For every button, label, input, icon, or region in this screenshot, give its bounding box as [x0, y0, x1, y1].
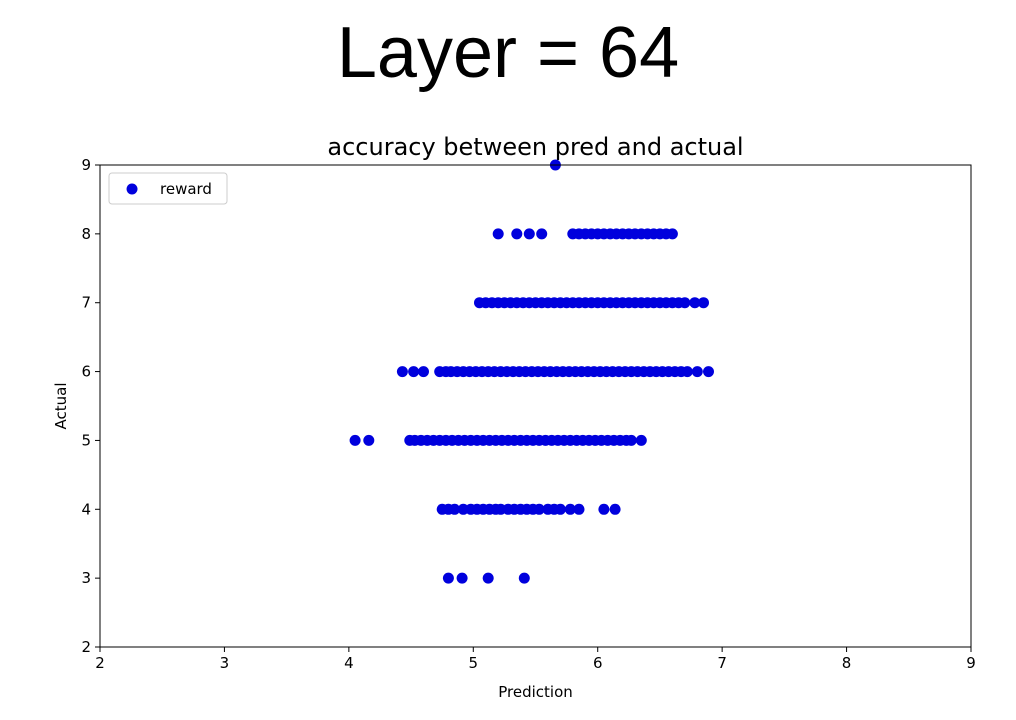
- data-point: [598, 503, 610, 515]
- data-point: [449, 503, 461, 515]
- data-point: [523, 228, 535, 240]
- x-tick-label: 8: [842, 654, 852, 672]
- data-point: [363, 434, 375, 446]
- y-tick-label: 7: [81, 294, 91, 312]
- y-tick-label: 6: [81, 363, 91, 381]
- data-point: [511, 228, 523, 240]
- data-point: [554, 503, 566, 515]
- data-point: [635, 434, 647, 446]
- data-point: [625, 434, 637, 446]
- x-tick-label: 7: [717, 654, 727, 672]
- data-point: [573, 503, 585, 515]
- data-point: [442, 572, 454, 584]
- data-point: [679, 297, 691, 309]
- data-point: [609, 503, 621, 515]
- data-point: [536, 228, 548, 240]
- y-tick-label: 4: [81, 500, 91, 518]
- data-point: [703, 366, 714, 378]
- x-tick-label: 4: [344, 654, 354, 672]
- data-point: [681, 366, 693, 378]
- data-point: [492, 228, 504, 240]
- data-point: [518, 572, 530, 584]
- ticks-layer: 2 3 4 5 6 7 8 9 2 3 4 5 6 7 8 9: [81, 156, 975, 672]
- legend-marker: [126, 183, 138, 195]
- plot-frame: [99, 164, 972, 648]
- x-tick-label: 5: [469, 654, 479, 672]
- x-tick-label: 6: [593, 654, 603, 672]
- x-tick-label: 3: [220, 654, 230, 672]
- page-title: Layer = 64: [336, 13, 680, 93]
- data-point: [456, 572, 468, 584]
- data-point: [691, 366, 703, 378]
- legend-label: reward: [160, 180, 212, 198]
- data-point: [349, 434, 361, 446]
- y-tick-label: 2: [81, 638, 91, 656]
- x-tick-label: 9: [966, 654, 976, 672]
- data-point: [666, 228, 678, 240]
- x-tick-label: 2: [95, 654, 105, 672]
- data-point: [418, 366, 429, 378]
- chart-title: accuracy between pred and actual: [327, 133, 743, 161]
- data-point: [564, 503, 576, 515]
- y-axis-label: Actual: [52, 383, 70, 430]
- legend: reward: [108, 172, 228, 205]
- y-tick-label: 5: [81, 431, 91, 449]
- data-point: [482, 572, 494, 584]
- points-layer: [349, 159, 714, 584]
- data-point: [698, 297, 709, 309]
- y-tick-label: 8: [81, 225, 91, 243]
- data-point: [396, 366, 408, 378]
- legend-box: [108, 172, 228, 205]
- y-tick-label: 3: [81, 569, 91, 587]
- data-point: [408, 366, 420, 378]
- x-axis-label: Prediction: [498, 683, 573, 701]
- y-tick-label: 9: [81, 156, 91, 174]
- data-point: [689, 297, 701, 309]
- data-point: [533, 503, 545, 515]
